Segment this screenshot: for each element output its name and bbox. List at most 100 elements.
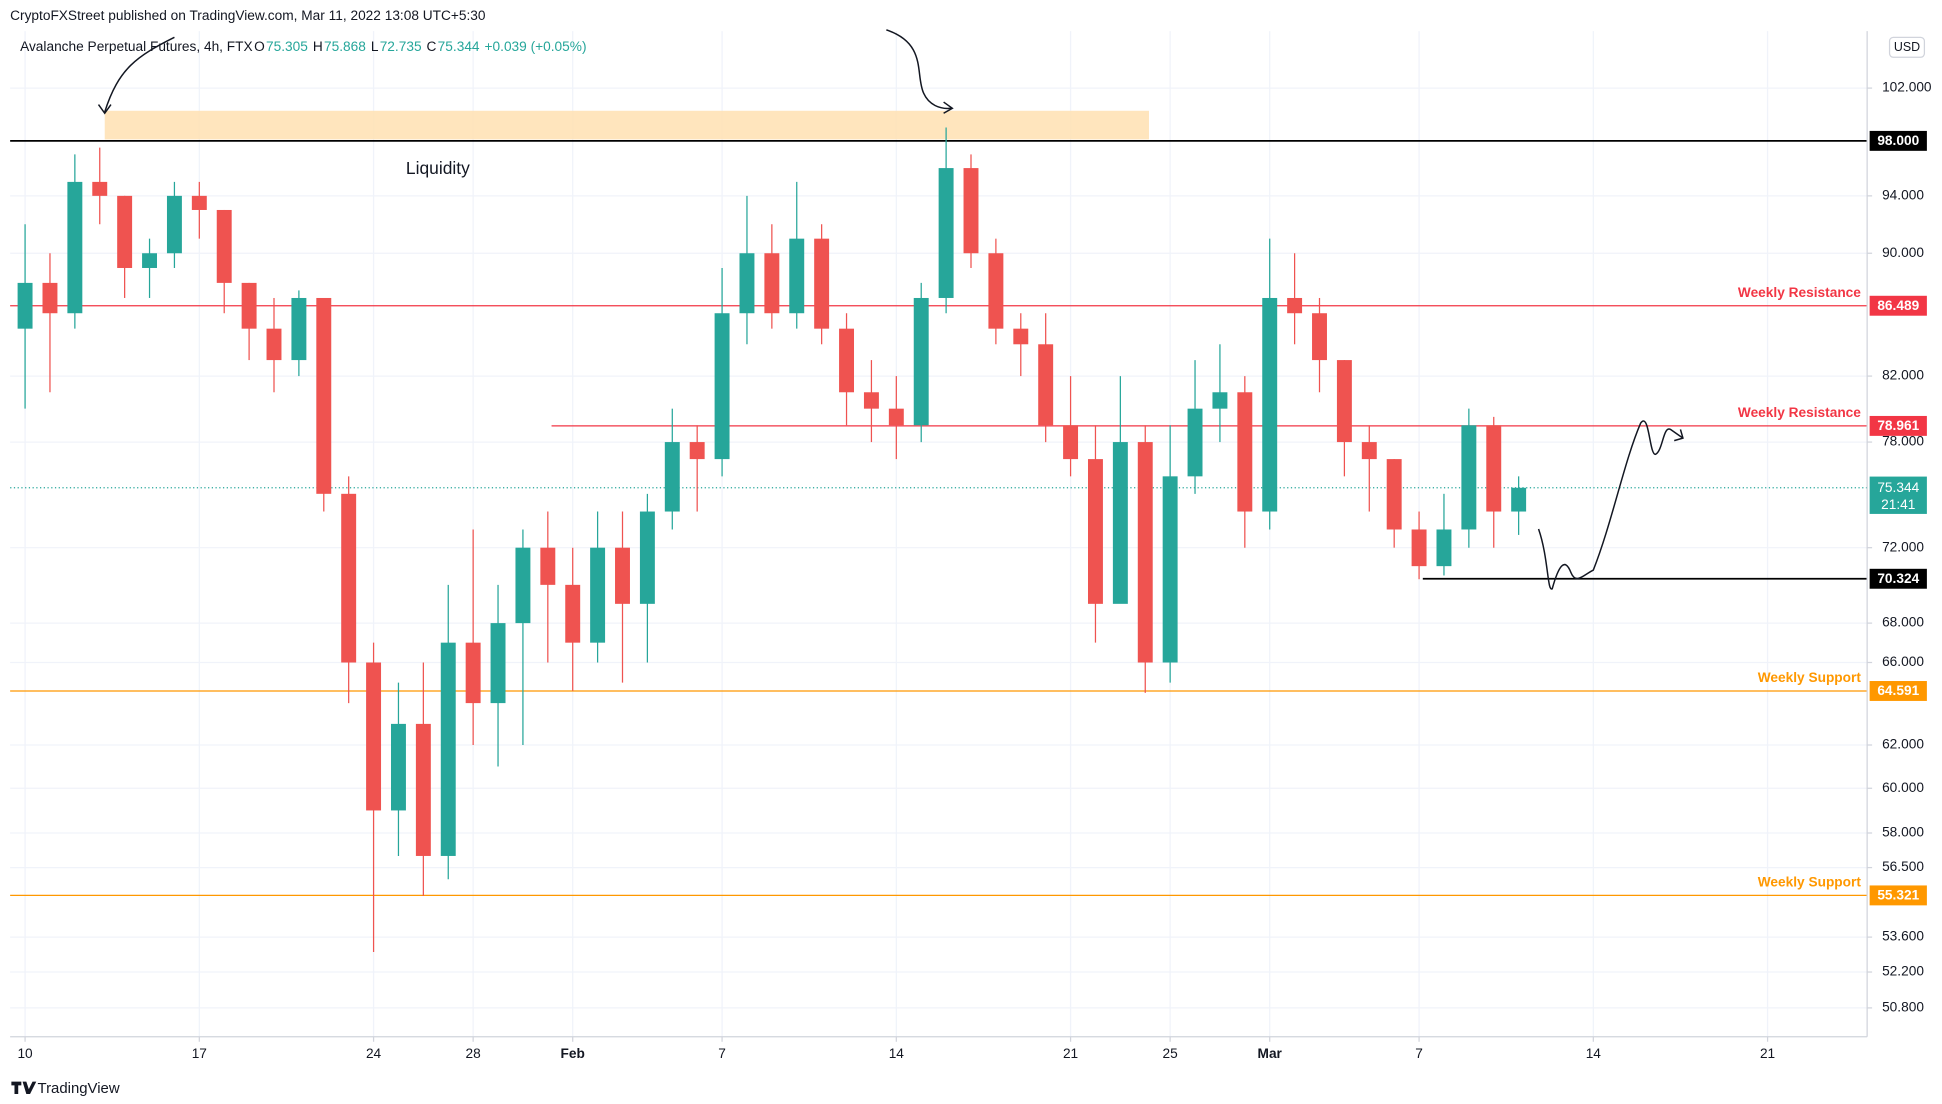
candle-body bbox=[17, 282, 33, 329]
y-tick-label: 66.000 bbox=[1882, 654, 1924, 669]
x-tick-label: 28 bbox=[466, 1046, 482, 1061]
level-name: Weekly Support bbox=[1758, 875, 1862, 890]
ohlc-key: O bbox=[254, 39, 265, 54]
candle-body bbox=[615, 547, 630, 604]
level-box bbox=[1869, 681, 1927, 701]
y-axis-labels: 102.000 94.000 90.000 82.000 78.000 72.000 68.… bbox=[1867, 80, 1932, 1015]
candle-body bbox=[216, 209, 232, 283]
candle-body bbox=[639, 511, 655, 604]
currency-box bbox=[1888, 36, 1926, 58]
candle-body bbox=[291, 297, 307, 361]
grid bbox=[10, 31, 1868, 1037]
liquidity-zone bbox=[104, 110, 1149, 140]
y-tick-label: 52.200 bbox=[1882, 964, 1924, 979]
candle-body bbox=[888, 408, 904, 426]
candle-body bbox=[839, 328, 855, 393]
y-tick-label: 53.600 bbox=[1882, 929, 1924, 944]
ohlc-value: 75.868 bbox=[324, 39, 366, 54]
ohlc-key: H bbox=[313, 39, 323, 54]
candle-body bbox=[1038, 344, 1054, 426]
x-tick-label: 7 bbox=[718, 1046, 726, 1061]
y-tick-label: 68.000 bbox=[1882, 615, 1924, 630]
candle-body bbox=[515, 547, 531, 624]
x-tick-label: 25 bbox=[1163, 1046, 1179, 1061]
level-label: 70.324 bbox=[1877, 571, 1919, 586]
level-label: 98.000 bbox=[1877, 133, 1919, 148]
candle-body bbox=[142, 253, 158, 268]
x-axis-labels: 10 17 24 28 Feb 7 14 21 25 Mar 7 14 21 bbox=[17, 1036, 1775, 1061]
logo bbox=[11, 1081, 37, 1095]
y-tick-label: 50.800 bbox=[1882, 1000, 1924, 1015]
x-tick-label: Feb bbox=[561, 1046, 585, 1061]
y-tick-label: 58.000 bbox=[1882, 825, 1924, 840]
candle-body bbox=[1486, 425, 1502, 512]
y-tick-label: 62.000 bbox=[1882, 737, 1924, 752]
candle-body bbox=[565, 584, 581, 643]
y-tick-label: 72.000 bbox=[1882, 539, 1924, 554]
currency: USD bbox=[1894, 40, 1920, 54]
last-price-label: 75.344 bbox=[1877, 480, 1919, 495]
x-tick-label: Mar bbox=[1258, 1046, 1283, 1061]
level-labels: 98.000 86.489 78.961 70.324 64.591 55.321 75.3… bbox=[1869, 130, 1927, 906]
candle-body bbox=[266, 328, 282, 361]
level-label: 86.489 bbox=[1877, 298, 1919, 313]
candle-body bbox=[590, 547, 606, 643]
candle-body bbox=[764, 253, 780, 314]
candles bbox=[17, 127, 1527, 952]
candle-body bbox=[1137, 442, 1153, 663]
candle-body bbox=[739, 253, 755, 314]
candle-body bbox=[1411, 529, 1427, 567]
ohlc-key: C bbox=[427, 39, 437, 54]
candle-body bbox=[1262, 297, 1278, 512]
change: +0.039 (+0.05%) bbox=[485, 39, 587, 54]
candle-body bbox=[913, 297, 929, 426]
arrow bbox=[886, 29, 952, 110]
last-price-box bbox=[1869, 476, 1927, 514]
candle-body bbox=[316, 297, 332, 494]
level-box bbox=[1869, 295, 1927, 316]
candle-body bbox=[1187, 408, 1203, 477]
x-tick-label: 24 bbox=[366, 1046, 382, 1061]
candle-body bbox=[1237, 392, 1253, 512]
y-tick-label: 78.000 bbox=[1882, 434, 1924, 449]
candle-body bbox=[938, 168, 954, 298]
candle-body bbox=[540, 547, 556, 585]
level-box bbox=[1869, 885, 1927, 906]
level-label: 55.321 bbox=[1877, 888, 1919, 903]
level-box bbox=[1869, 130, 1927, 151]
y-tick-label: 60.000 bbox=[1882, 780, 1924, 795]
candle-body bbox=[366, 662, 382, 811]
candle-body bbox=[689, 442, 705, 460]
countdown: 21:41 bbox=[1881, 497, 1915, 512]
candle-body bbox=[963, 168, 979, 254]
y-tick-label: 56.500 bbox=[1882, 859, 1924, 874]
candle-body bbox=[1287, 297, 1303, 314]
candle-body bbox=[714, 313, 730, 460]
x-tick-label: 14 bbox=[889, 1046, 905, 1061]
legend: Avalanche Perpetual Futures, 4h, FTX O 75… bbox=[20, 39, 586, 54]
candle-body bbox=[1162, 476, 1178, 663]
annotation: Liquidity bbox=[406, 158, 470, 178]
candle-body bbox=[490, 623, 506, 704]
ohlc-value: 75.305 bbox=[266, 39, 308, 54]
x-tick-label: 21 bbox=[1760, 1046, 1775, 1061]
candle-body bbox=[92, 181, 108, 196]
footer: TradingView bbox=[38, 1080, 120, 1097]
arrow-head bbox=[97, 104, 112, 115]
projection-path bbox=[1537, 420, 1684, 590]
x-tick-label: 14 bbox=[1586, 1046, 1602, 1061]
candle-body bbox=[465, 642, 481, 704]
ohlc-key: L bbox=[371, 39, 379, 54]
candle-body bbox=[863, 392, 879, 409]
candle-body bbox=[1013, 328, 1029, 345]
y-tick-label: 90.000 bbox=[1882, 245, 1924, 260]
y-tick-label: 102.000 bbox=[1882, 80, 1932, 95]
x-tick-label: 21 bbox=[1063, 1046, 1078, 1061]
level-label: 78.961 bbox=[1877, 418, 1919, 433]
x-tick-label: 10 bbox=[17, 1046, 33, 1061]
ohlc-value: 72.735 bbox=[380, 39, 422, 54]
candle-body bbox=[341, 493, 357, 663]
level-name: Weekly Support bbox=[1758, 670, 1862, 685]
arrow-head bbox=[943, 101, 954, 114]
